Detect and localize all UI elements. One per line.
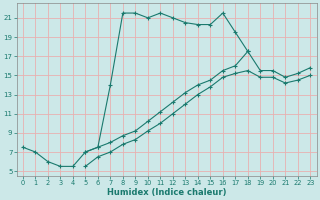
X-axis label: Humidex (Indice chaleur): Humidex (Indice chaleur) <box>107 188 226 197</box>
